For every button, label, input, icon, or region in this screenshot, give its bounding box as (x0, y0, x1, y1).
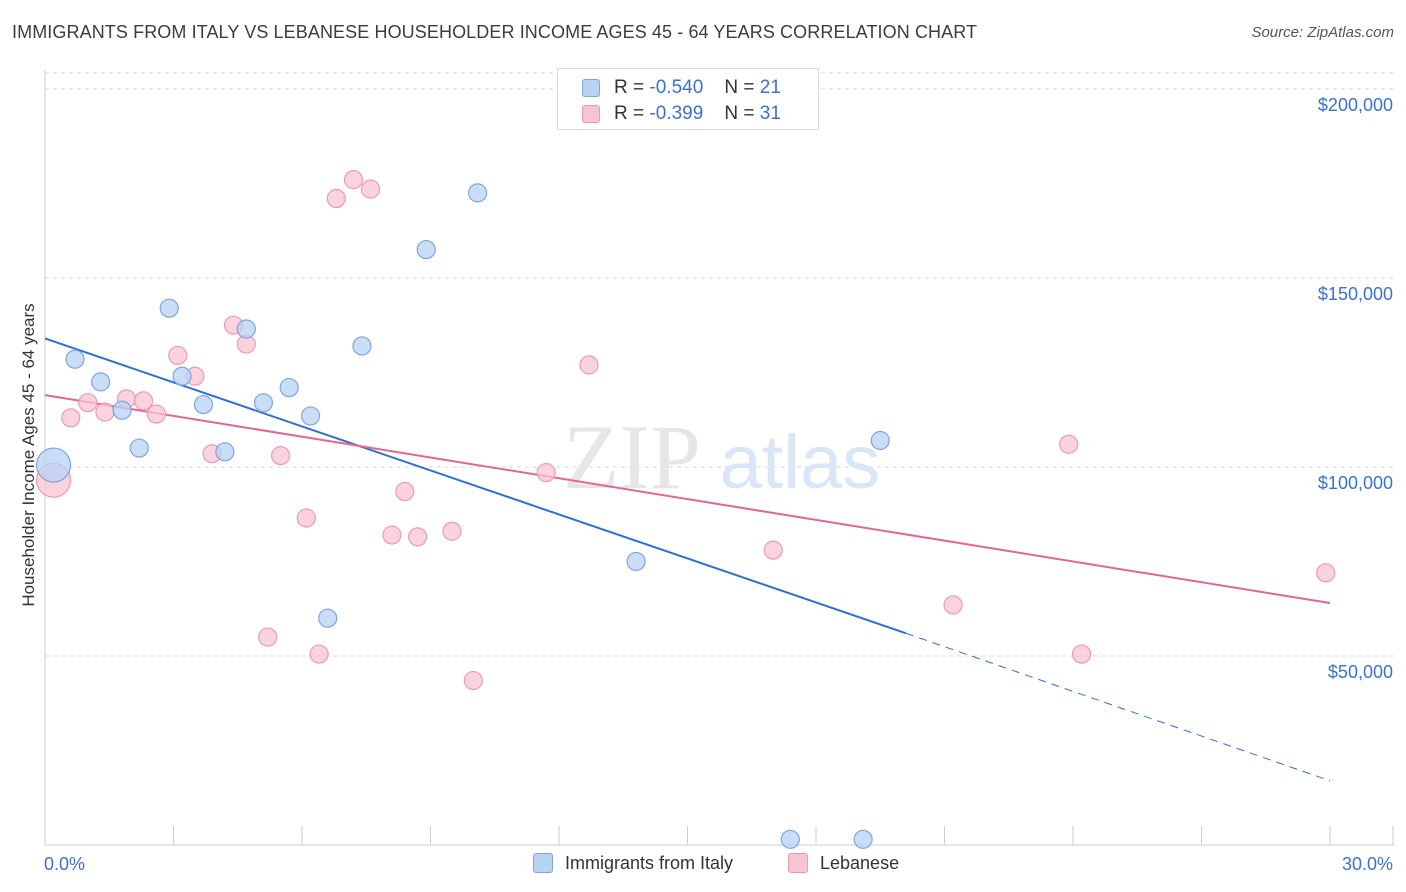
bottom-italy-label: Immigrants from Italy (565, 853, 734, 873)
lebanese-point (95, 402, 115, 422)
correlation-legend: R = -0.540 N = 21 R = -0.399 N = 31 (557, 68, 819, 130)
lebanese-point (943, 595, 963, 615)
lebanese-point (382, 525, 402, 545)
italy-point (91, 372, 111, 392)
italy-point (215, 442, 235, 462)
italy-point (416, 239, 436, 260)
lebanese-n-label: N = (724, 103, 755, 124)
italy-r-value: -0.540 (649, 77, 704, 98)
y-axis-label: Householder Income Ages 45 - 64 years (19, 303, 38, 606)
italy-r-label: R = (614, 77, 645, 98)
lebanese-point (133, 391, 154, 411)
lebanese-point (1316, 563, 1336, 583)
italy-point (253, 393, 274, 413)
lebanese-point (579, 355, 599, 375)
italy-point (159, 298, 179, 318)
italy-point (318, 608, 338, 628)
lebanese-point (78, 393, 98, 413)
lebanese-n-value: 31 (759, 103, 781, 124)
point-layer (35, 170, 1336, 849)
lebanese-point (61, 408, 81, 428)
italy-n-value: 21 (759, 77, 781, 98)
chart-source: Source: ZipAtlas.com (1251, 24, 1394, 41)
italy-point (279, 377, 299, 398)
lebanese-swatch (582, 105, 600, 123)
lebanese-r-label: R = (614, 103, 645, 124)
lebanese-point (258, 627, 278, 647)
italy-point (112, 400, 132, 420)
watermark-zip: ZIP (563, 406, 701, 508)
trend-layer (44, 337, 1331, 782)
axis-layer (44, 70, 1395, 846)
y-tick-label: $100,000 (1318, 473, 1393, 493)
y-tick-label: $50,000 (1328, 662, 1393, 682)
italy-point (35, 447, 72, 483)
bottom-lebanese-label: Lebanese (820, 853, 900, 873)
italy-point (300, 406, 321, 426)
lebanese-point (343, 170, 363, 190)
lebanese-point (463, 670, 483, 691)
y-tick-label: $200,000 (1318, 95, 1393, 115)
italy-point (129, 438, 149, 458)
italy-point (172, 366, 192, 386)
italy-n-label: N = (724, 77, 755, 98)
italy-trend-extension (905, 632, 1331, 782)
italy-trend-line (44, 337, 907, 635)
italy-point (626, 551, 646, 572)
lebanese-point (309, 644, 329, 664)
watermark-atlas: atlas (720, 420, 881, 505)
italy-point (193, 394, 214, 415)
lebanese-point (1071, 644, 1092, 664)
lebanese-point (146, 404, 166, 424)
lebanese-point (442, 521, 462, 541)
bottom-italy-swatch (533, 853, 553, 873)
lebanese-point (270, 446, 291, 466)
lebanese-point (395, 481, 415, 502)
lebanese-point (763, 540, 783, 560)
italy-point (236, 319, 256, 339)
lebanese-point (1059, 434, 1079, 454)
lebanese-point (360, 179, 381, 199)
lebanese-r-value: -0.399 (649, 103, 704, 124)
x-tick-label-min: 0.0% (44, 854, 85, 874)
x-tick-label-max: 30.0% (1342, 854, 1393, 874)
lebanese-trend-line (44, 394, 1331, 605)
italy-point (870, 430, 890, 451)
italy-point (780, 829, 800, 849)
grid-layer (45, 72, 1395, 657)
italy-point (352, 336, 372, 356)
italy-swatch (582, 79, 600, 97)
lebanese-point (168, 345, 188, 366)
bottom-lebanese-swatch (788, 853, 808, 873)
chart-title: IMMIGRANTS FROM ITALY VS LEBANESE HOUSEH… (12, 22, 978, 42)
y-tick-label: $150,000 (1318, 284, 1393, 304)
lebanese-point (536, 463, 556, 483)
lebanese-point (408, 527, 428, 547)
italy-point (65, 349, 85, 369)
lebanese-point (296, 508, 316, 528)
lebanese-point (326, 188, 346, 209)
label-layer: $50,000 $100,000 $150,000 $200,000 0.0% 30.0% (44, 95, 1393, 874)
italy-point (853, 829, 873, 849)
italy-point (468, 183, 488, 203)
